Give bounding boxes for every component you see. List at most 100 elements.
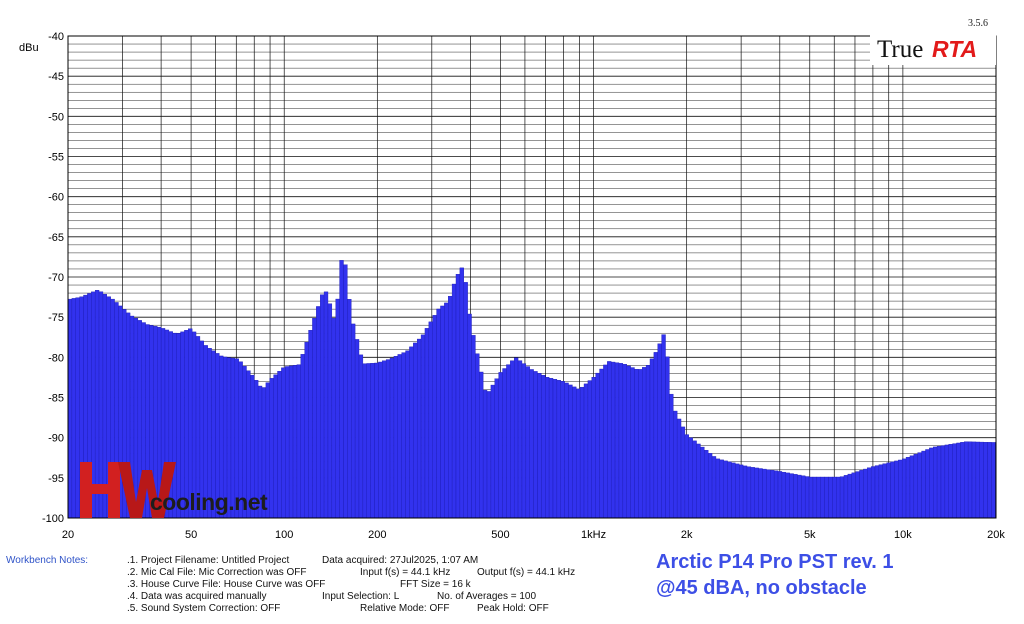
spectrum-bar — [292, 365, 298, 519]
spectrum-bar — [657, 343, 662, 519]
note-output-fs: Output f(s) = 44.1 kHz — [477, 567, 576, 578]
spectrum-bar — [781, 471, 786, 519]
y-tick-label: -85 — [48, 393, 64, 405]
spectrum-bar — [797, 474, 802, 519]
spectrum-bar — [545, 377, 550, 519]
note-peak-hold: Peak Hold: OFF — [477, 603, 549, 614]
y-tick-label: -50 — [48, 111, 64, 123]
x-tick-label: 100 — [275, 529, 293, 541]
spectrum-bar — [901, 458, 907, 519]
spectrum-bar — [832, 476, 837, 519]
spectrum-bar — [541, 375, 546, 519]
spectrum-bar — [801, 475, 806, 519]
note-input-selection: Input Selection: L — [322, 591, 400, 602]
spectrum-bar — [548, 378, 554, 519]
truerta-logo — [870, 35, 996, 65]
spectrum-bar — [537, 373, 542, 519]
spectrum-bar — [362, 363, 367, 519]
note-project-filename: .1. Project Filename: Untitled Project — [127, 555, 290, 566]
spectrum-bar — [742, 465, 748, 519]
x-tick-label: 200 — [368, 529, 386, 541]
spectrum-bar — [890, 461, 895, 519]
spectrum-bar — [715, 458, 721, 519]
spectrum-bar — [471, 335, 476, 519]
spectrum-bar — [847, 473, 852, 519]
spectrum-bar — [591, 377, 596, 519]
spectrum-bar — [389, 357, 395, 519]
note-relative-mode: Relative Mode: OFF — [360, 603, 450, 614]
spectrum-bar — [482, 390, 488, 519]
spectrum-bar — [688, 437, 693, 519]
spectrum-bar — [490, 384, 495, 519]
spectrum-bar — [428, 321, 433, 519]
spectrum-bar — [409, 346, 414, 519]
plot-border — [67, 35, 997, 519]
note-acquired-manually: .4. Data was acquired manually — [127, 591, 267, 602]
spectrum-bar — [836, 476, 841, 519]
spectrum-bar — [804, 476, 810, 519]
spectrum-bar — [610, 361, 616, 519]
spectrum-bar — [843, 475, 849, 519]
spectrum-bar — [638, 369, 643, 519]
spectrum-bar — [925, 449, 930, 519]
spectrum-bar — [498, 372, 503, 519]
y-tick-label: -40 — [48, 31, 64, 43]
x-tick-label: 5k — [804, 529, 816, 541]
spectrum-bar — [587, 380, 592, 519]
spectrum-bar — [964, 441, 969, 519]
x-tick-label: 20k — [987, 529, 1005, 541]
spectrum-bar — [475, 353, 480, 519]
x-tick-label: 20 — [62, 529, 74, 541]
spectrum-bar — [327, 303, 333, 519]
spectrum-bar — [758, 468, 763, 519]
y-tick-label: -75 — [48, 312, 64, 324]
spectrum-bar — [929, 447, 934, 519]
spectrum-bar — [397, 354, 402, 519]
spectrum-bar — [739, 464, 744, 519]
spectrum-bar — [572, 386, 577, 519]
spectrum-bar — [680, 426, 686, 519]
note-averages: No. of Averages = 100 — [437, 591, 537, 602]
spectrum-bar — [967, 441, 973, 519]
x-tick-label: 50 — [185, 529, 197, 541]
spectrum-bar — [983, 442, 988, 519]
spectrum-bar — [944, 444, 949, 519]
spectrum-bar — [971, 441, 977, 519]
spectrum-bar — [323, 291, 329, 519]
spectrum-bar — [634, 368, 639, 519]
spectrum-bar — [564, 382, 569, 519]
spectrum-bar — [894, 460, 899, 519]
spectrum-bar — [494, 378, 499, 519]
spectrum-bar — [723, 460, 728, 519]
spectrum-bar — [653, 352, 658, 519]
y-axis-tick-labels: -40 -45 -50 -55 -60 -65 -70 -75 -80 -85 -90 -95 -100 — [42, 31, 64, 525]
spectrum-bar — [870, 466, 876, 519]
workbench-notes-title: Workbench Notes: — [6, 555, 89, 566]
spectrum-bar — [952, 443, 957, 519]
spectrum-bar — [948, 444, 953, 519]
spectrum-bar — [354, 339, 360, 519]
spectrum-bar — [579, 386, 585, 519]
y-tick-label: -65 — [48, 232, 64, 244]
spectrum-bar — [707, 453, 713, 519]
spectrum-bar — [828, 476, 833, 519]
spectrum-bar — [440, 305, 445, 519]
spectrum-bar — [898, 459, 903, 519]
spectrum-bar — [704, 449, 709, 519]
y-tick-label: -60 — [48, 192, 64, 204]
spectrum-bar — [874, 465, 880, 519]
hwcooling-logo — [80, 462, 176, 518]
spectrum-bar — [385, 359, 391, 519]
spectrum-bar — [331, 318, 336, 519]
spectrum-bar — [820, 476, 825, 519]
spectrum-bar — [905, 457, 911, 519]
spectrum-bar — [921, 450, 926, 519]
spectrum-bar — [979, 441, 984, 519]
spectrum-bar — [405, 350, 410, 519]
spectrum-bar — [909, 455, 915, 519]
spectrum-bar — [455, 274, 461, 519]
spectrum-bar — [766, 469, 771, 519]
y-tick-label: -90 — [48, 433, 64, 445]
spectrum-bar — [583, 383, 589, 519]
note-data-acquired: Data acquired: 27Jul2025, 1:07 AM — [322, 555, 479, 566]
